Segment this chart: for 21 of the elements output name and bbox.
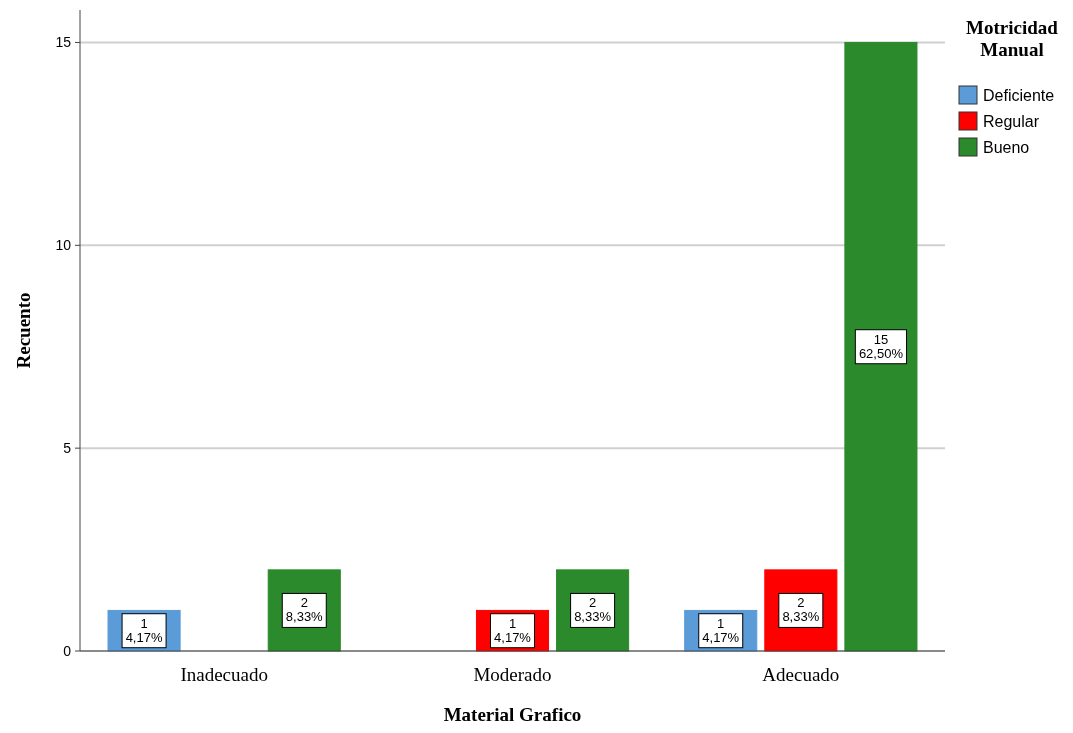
data-label: 2 8,33% xyxy=(782,595,820,625)
data-label: 2 8,33% xyxy=(574,595,612,625)
y-tick-label: 10 xyxy=(55,237,72,254)
bar xyxy=(844,41,918,652)
data-label: 1 4,17% xyxy=(702,615,740,645)
data-label: 2 8,33% xyxy=(285,595,324,625)
y-tick-label: 15 xyxy=(55,34,72,51)
y-axis-title: Recuento xyxy=(13,292,34,369)
legend-label: Bueno xyxy=(983,139,1030,156)
legend-label: Deficiente xyxy=(983,87,1055,104)
x-tick-label: Moderado xyxy=(473,664,552,685)
data-label: 15 62,50% xyxy=(858,331,904,361)
y-tick-label: 5 xyxy=(63,440,72,457)
legend-label: Regular xyxy=(983,113,1040,130)
x-axis-title: Material Grafico xyxy=(443,704,582,725)
y-tick-label: 0 xyxy=(63,642,72,659)
data-label: 1 4,17% xyxy=(125,615,163,645)
x-tick-label: Inadecuado xyxy=(180,664,268,685)
legend-title: Motricidad Manual xyxy=(966,17,1059,60)
data-label: 1 4,17% xyxy=(494,615,532,645)
x-tick-label: Adecuado xyxy=(762,664,840,685)
